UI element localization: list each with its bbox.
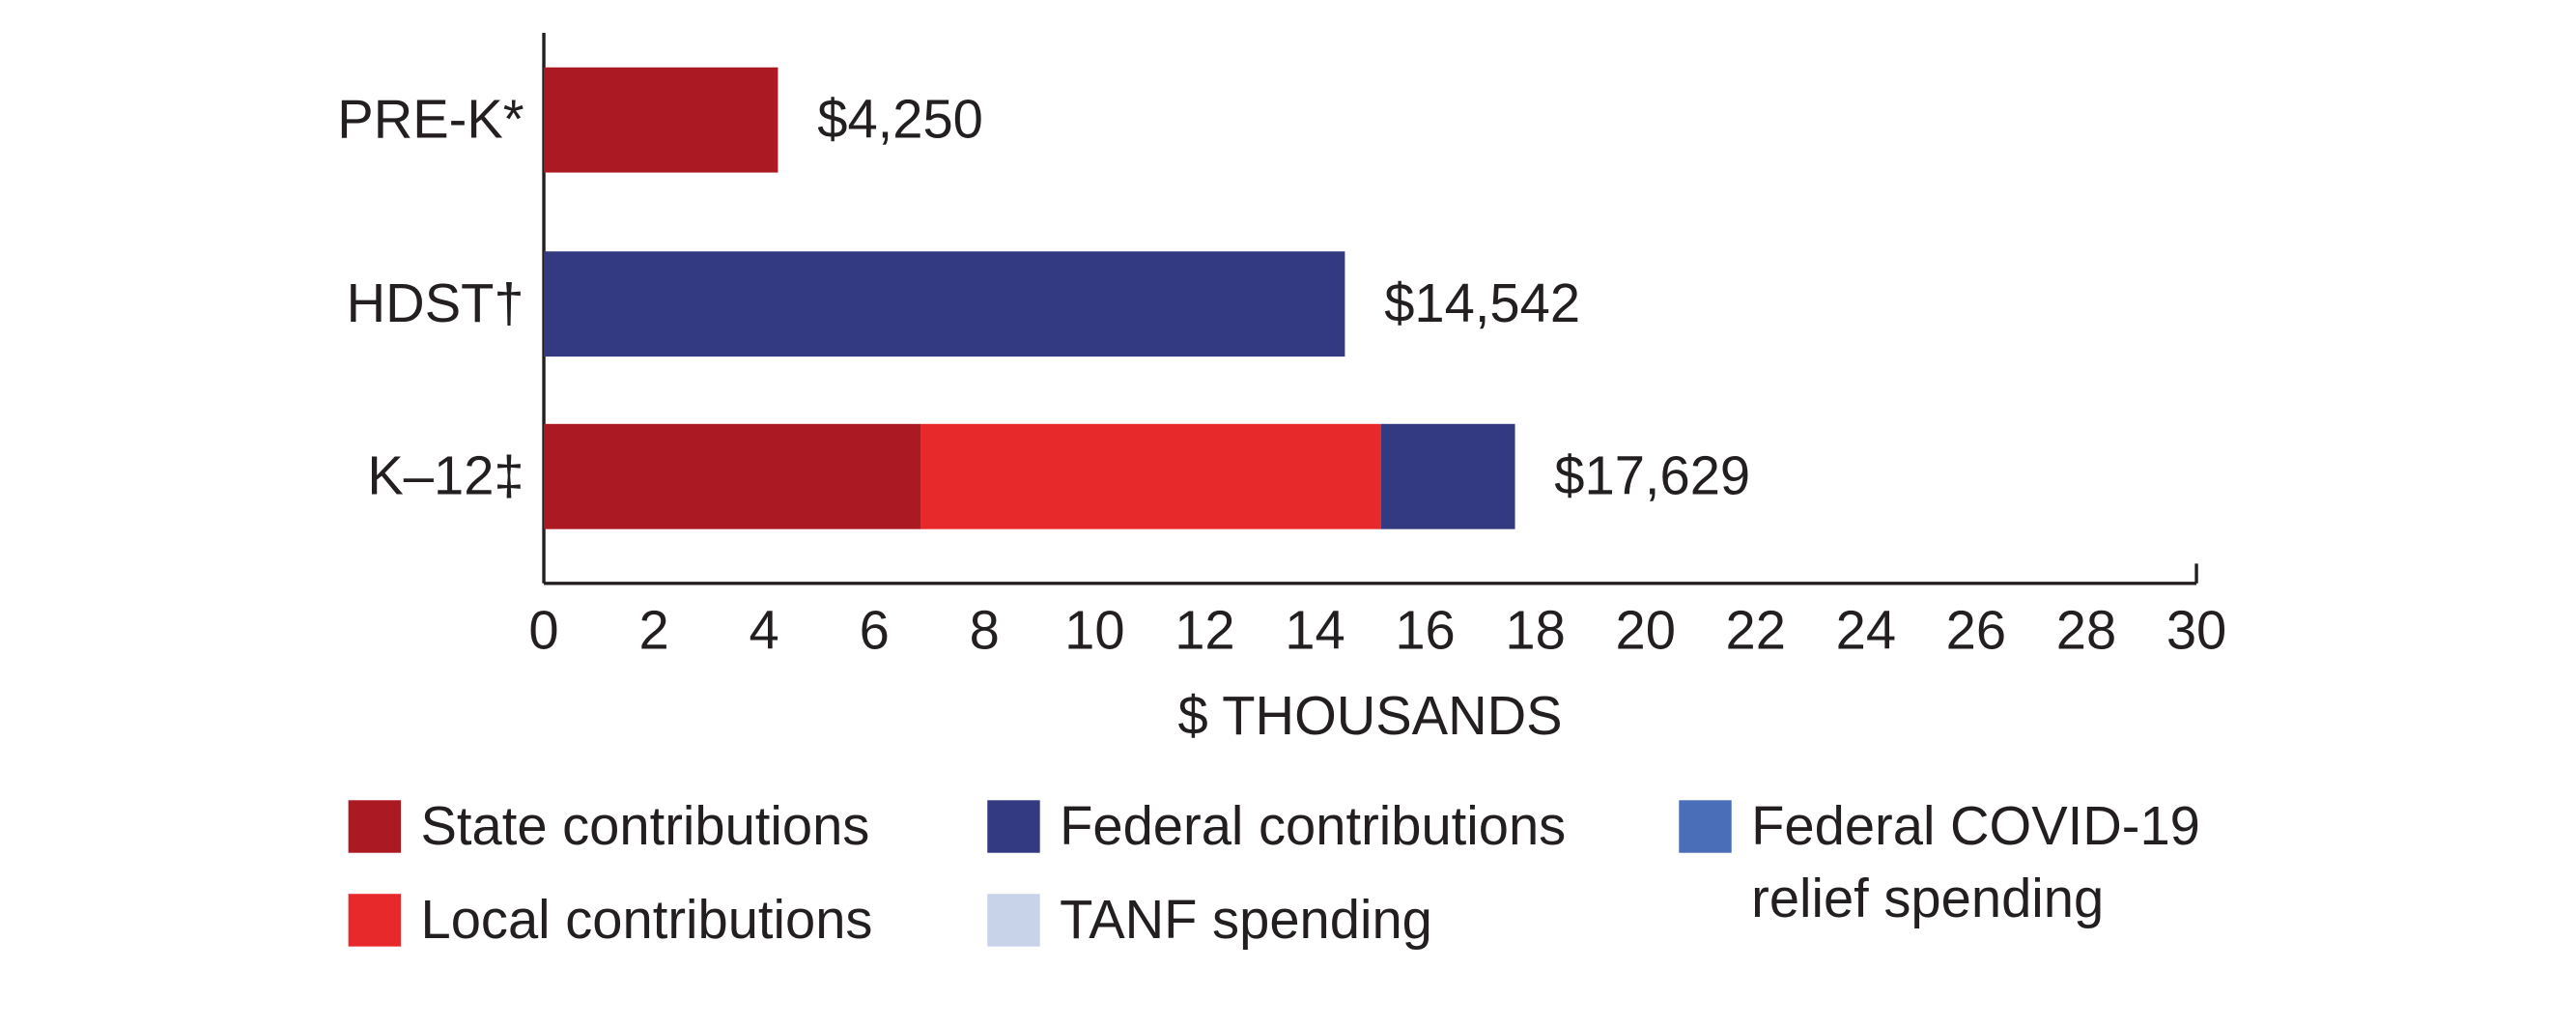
legend-label-box: Federal COVID-19 relief spending bbox=[1751, 795, 2200, 928]
legend-label-box: Federal contributions bbox=[1060, 795, 1567, 857]
total-label: $17,629 bbox=[1554, 444, 1750, 505]
x-tick-label: 28 bbox=[2056, 599, 2116, 660]
legend-label: TANF spending bbox=[1060, 889, 1432, 951]
x-tick-label: 2 bbox=[638, 599, 668, 660]
x-tick-label: 16 bbox=[1395, 599, 1455, 660]
y-tick-label: PRE-K* bbox=[337, 88, 524, 149]
bar-segment bbox=[544, 251, 1345, 357]
bar-segment bbox=[544, 67, 778, 173]
legend-label-box: Local contributions bbox=[420, 889, 873, 951]
x-tick-label: 26 bbox=[1946, 599, 2006, 660]
x-tick-label: 14 bbox=[1285, 599, 1345, 660]
x-tick-label: 12 bbox=[1175, 599, 1234, 660]
legend-label: Federal COVID-19 relief spending bbox=[1751, 795, 2200, 928]
bar-segment bbox=[1380, 423, 1515, 529]
legend-label-box: State contributions bbox=[420, 795, 870, 857]
x-axis-title: $ THOUSANDS bbox=[1178, 685, 1563, 746]
bar-segment bbox=[920, 423, 1381, 529]
x-tick-label: 8 bbox=[970, 599, 1000, 660]
x-tick-label: 10 bbox=[1064, 599, 1124, 660]
y-tick-label: HDST† bbox=[347, 272, 524, 333]
x-tick-label: 30 bbox=[2166, 599, 2226, 660]
x-tick-label: 4 bbox=[750, 599, 779, 660]
total-label: $4,250 bbox=[817, 88, 983, 149]
x-tick-label: 18 bbox=[1505, 599, 1565, 660]
x-tick-label: 24 bbox=[1836, 599, 1896, 660]
legend-swatch bbox=[348, 800, 402, 853]
legend-swatch bbox=[348, 894, 402, 947]
x-tick-label: 20 bbox=[1615, 599, 1675, 660]
total-label: $14,542 bbox=[1384, 272, 1580, 333]
bar-segment bbox=[544, 423, 921, 529]
x-tick-label: 0 bbox=[528, 599, 558, 660]
legend-label: Federal contributions bbox=[1060, 795, 1567, 857]
legend-label: State contributions bbox=[420, 795, 870, 857]
legend-swatch bbox=[1679, 800, 1732, 853]
x-tick-label: 22 bbox=[1726, 599, 1786, 660]
y-tick-label: K–12‡ bbox=[367, 444, 524, 505]
legend-label-box: TANF spending bbox=[1060, 889, 1432, 951]
legend-swatch bbox=[987, 800, 1040, 853]
x-tick-label: 6 bbox=[860, 599, 890, 660]
legend-swatch bbox=[987, 894, 1040, 947]
legend-label: Local contributions bbox=[420, 889, 873, 951]
